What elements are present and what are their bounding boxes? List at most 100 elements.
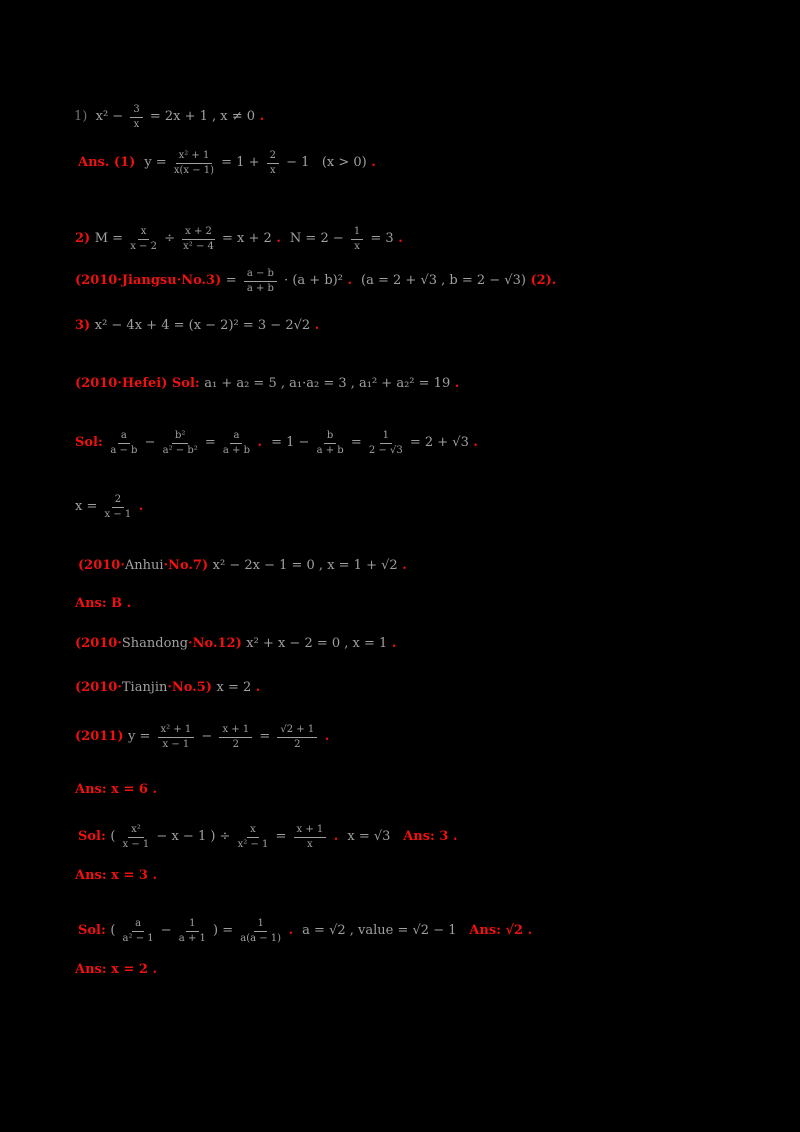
answer-text: Sol: (75, 434, 108, 450)
math-text: = 3 (366, 230, 394, 246)
fraction-numerator: x (137, 226, 150, 240)
math-text: N = 2 − (289, 230, 348, 246)
fraction-numerator: 1 (350, 226, 364, 240)
math-line-16: Ans: x = 3 . (75, 868, 157, 884)
answer-text: Ans: x = 6 . (75, 782, 157, 797)
red-period: . (251, 680, 261, 695)
math-line-5: 3) x² − 4x + 4 = (x − 2)² = 3 − 2√2 . (75, 318, 319, 334)
math-text: x² + x − 2 = 0 , x = 1 (246, 636, 388, 651)
math-line-10: Ans: B . (75, 596, 131, 612)
answer-text: (2). (525, 272, 557, 288)
fraction-denominator: x − 2 (130, 240, 157, 252)
math-text: = (346, 434, 366, 450)
math-text: Anhui (124, 558, 164, 573)
math-text: y = (144, 154, 171, 170)
math-text: Tianjin (121, 680, 168, 695)
math-text: x² − (95, 108, 128, 124)
answer-text: ·No.12) (188, 636, 247, 651)
math-text: ( (110, 922, 120, 938)
math-text: − (140, 434, 160, 450)
math-text: x² − 2x − 1 = 0 , x = 1 + √2 (212, 558, 398, 573)
fraction-numerator: √2 + 1 (277, 724, 318, 738)
answer-text: (1) (113, 154, 145, 170)
answer-text: (2011) (75, 728, 129, 744)
math-text: = (200, 434, 220, 450)
fraction-numerator: a (132, 918, 145, 932)
math-text: = x + 2 (217, 230, 272, 246)
fraction-numerator: a − b (243, 268, 277, 282)
math-line-11: (2010· Shandong ·No.12) x² + x − 2 = 0 , x… (75, 636, 396, 652)
red-period: . (255, 108, 265, 124)
red-period: . (329, 828, 348, 844)
fraction-denominator: a − b (110, 444, 138, 456)
fraction-numerator: b² (171, 430, 189, 444)
math-text: x = (75, 498, 102, 514)
fraction-numerator: x + 1 (293, 824, 327, 838)
fraction: b² a² − b² (163, 430, 198, 456)
math-text: − (156, 922, 176, 938)
fraction-denominator: a + b (222, 444, 251, 456)
math-line-6: (2010·Hefei) Sol: a₁ + a₂ = 5 , a₁·a₂ = … (75, 376, 459, 392)
answer-text: 2) (75, 230, 95, 246)
answer-text: Ans. (78, 154, 114, 170)
answer-text: ·No.5) (167, 680, 217, 695)
answer-text: Ans: √2 . (464, 922, 533, 938)
math-text: Shandong (121, 636, 189, 651)
fraction-numerator: x² + 1 (157, 724, 195, 738)
red-period: . (450, 376, 460, 391)
red-period: . (320, 728, 330, 744)
math-text: = 2x + 1 , x ≠ 0 (145, 108, 256, 124)
math-text: · (a + b)² (279, 272, 343, 288)
math-text: = (225, 272, 241, 288)
fraction-numerator: x + 1 (219, 724, 253, 738)
math-text: = 1 + (217, 154, 264, 170)
math-line-14: Ans: x = 6 . (75, 782, 157, 798)
math-text: ÷ (159, 230, 180, 246)
fraction-numerator: 1 (186, 918, 199, 932)
fraction-numerator: a (230, 430, 243, 444)
math-text: x = 2 (216, 680, 252, 695)
red-period: . (387, 636, 397, 651)
math-text: = 2 + √3 (405, 434, 469, 450)
math-text: ( (110, 828, 120, 844)
math-line-15: Sol: ( x² x − 1 − x − 1 ) ÷ x x² − 1 = x +… (78, 824, 457, 850)
red-period: . (393, 230, 403, 246)
fraction-denominator: 2 (232, 738, 240, 750)
fraction-denominator: a(a − 1) (240, 932, 282, 944)
fraction-numerator: 2 (266, 150, 279, 164)
answer-text: (2010·Jiangsu·No.3) (75, 272, 226, 288)
fraction-denominator: x − 1 (104, 508, 132, 520)
answer-text: Ans: 3 . (398, 828, 458, 844)
math-text: a₁ + a₂ = 5 , a₁·a₂ = 3 , a₁² + a₂² = 19 (204, 376, 451, 391)
math-line-12: (2010· Tianjin ·No.5) x = 2 . (75, 680, 260, 696)
fraction: x x² − 1 (238, 824, 269, 850)
answer-text: (2010· (78, 558, 125, 573)
answer-text: (2010· (75, 680, 122, 695)
fraction-denominator: x − 1 (122, 838, 150, 850)
red-period: . (342, 272, 362, 288)
answer-text: Ans: B . (75, 596, 132, 611)
math-text: ) = (208, 922, 238, 938)
fraction: x² + 1 x(x − 1) (174, 150, 214, 176)
fraction-numerator: x² + 1 (175, 150, 213, 164)
answer-text: 3) (75, 318, 95, 333)
red-period: . (397, 558, 407, 573)
fraction-numerator: 3 (130, 104, 143, 118)
math-text: = (271, 828, 291, 844)
answer-text: (2010·Hefei) Sol: (75, 376, 205, 391)
math-line-18: Ans: x = 2 . (75, 962, 157, 978)
answer-text: Sol: (78, 828, 111, 844)
